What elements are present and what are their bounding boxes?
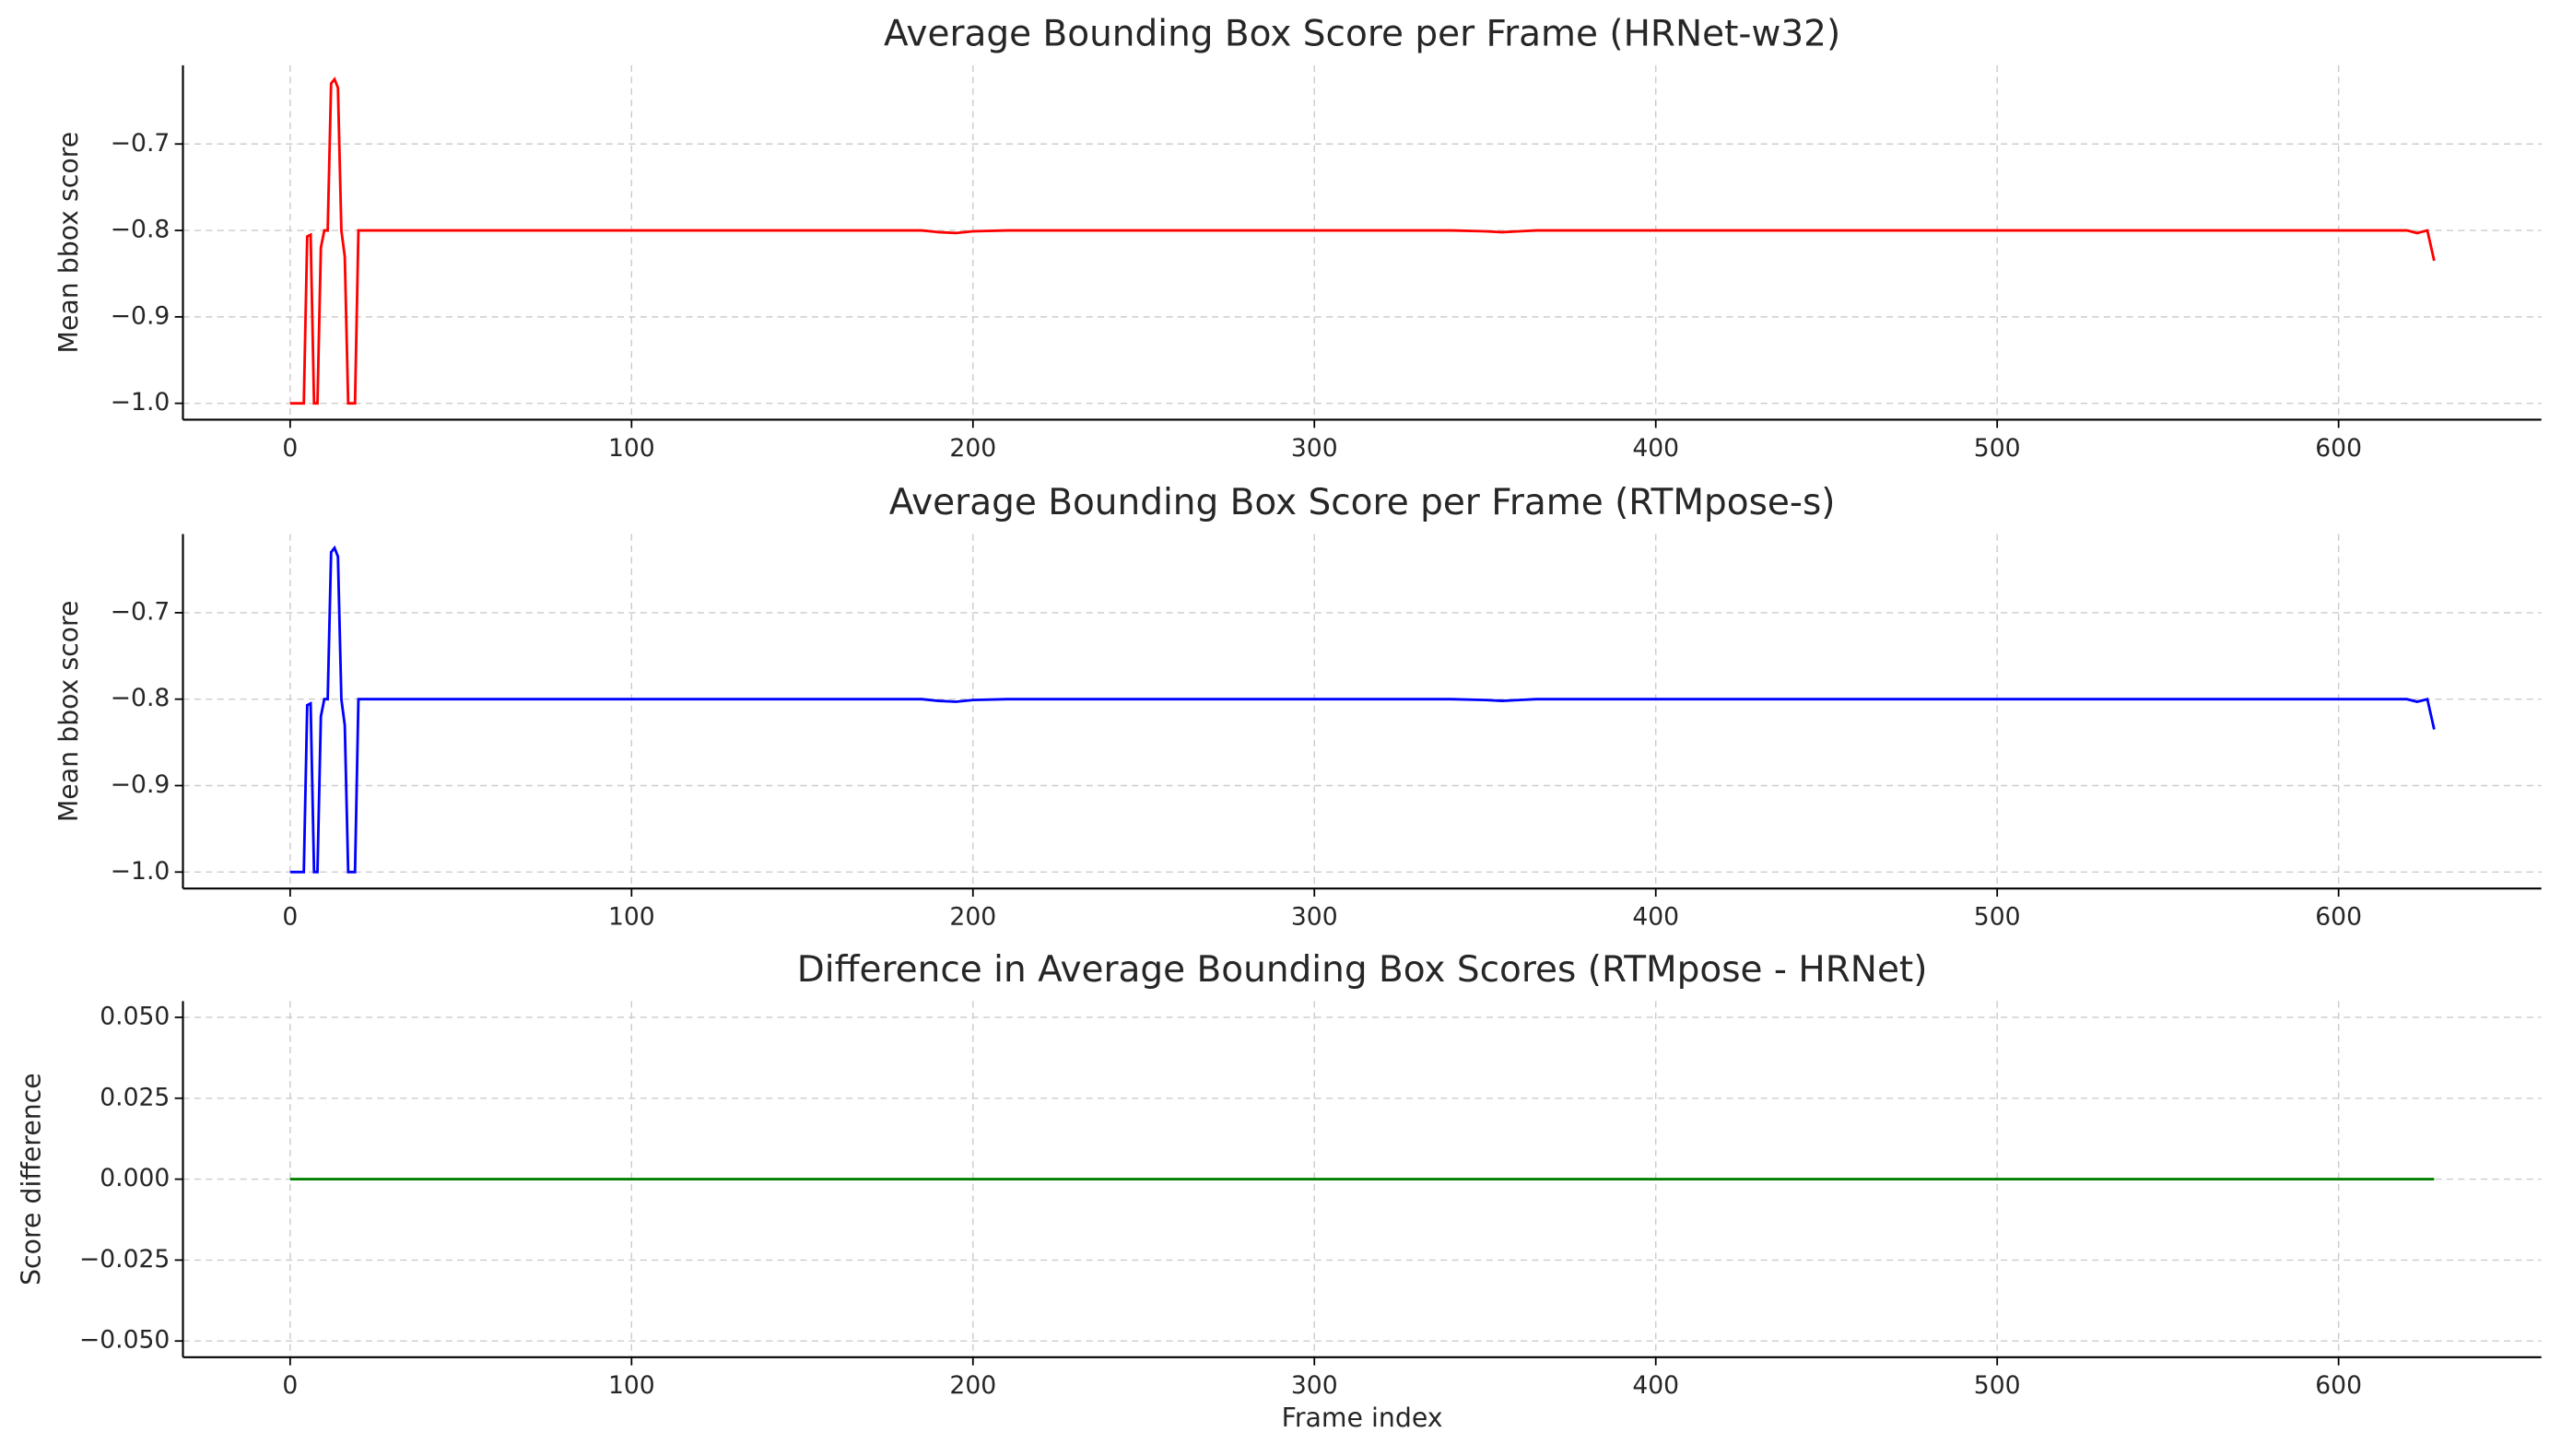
x-tick-label: 500 <box>1974 1371 2021 1400</box>
y-tick-label: −0.8 <box>111 216 170 244</box>
x-tick-label: 200 <box>949 1371 996 1400</box>
chart-title: Difference in Average Bounding Box Score… <box>797 949 1928 991</box>
x-tick-label: 100 <box>608 1371 655 1400</box>
x-tick-label: 300 <box>1291 434 1338 463</box>
x-tick-label: 600 <box>2315 1371 2362 1400</box>
x-tick-label: 500 <box>1974 434 2021 463</box>
x-tick-label: 600 <box>2315 903 2362 932</box>
x-tick-label: 600 <box>2315 434 2362 463</box>
y-tick-label: −1.0 <box>111 388 170 417</box>
x-axis-label: Frame index <box>1282 1403 1443 1433</box>
x-tick-label: 0 <box>282 1371 298 1400</box>
x-tick-label: 500 <box>1974 903 2021 932</box>
chart-title: Average Bounding Box Score per Frame (HR… <box>884 13 1840 54</box>
x-tick-label: 300 <box>1291 903 1338 932</box>
x-tick-label: 100 <box>608 434 655 463</box>
x-tick-label: 200 <box>949 903 996 932</box>
y-tick-label: −0.9 <box>111 770 170 799</box>
y-tick-label: −1.0 <box>111 857 170 886</box>
x-tick-label: 0 <box>282 434 298 463</box>
x-tick-label: 300 <box>1291 1371 1338 1400</box>
y-tick-label: −0.7 <box>111 129 170 158</box>
x-tick-label: 400 <box>1632 1371 1679 1400</box>
y-axis-label: Mean bbox score <box>53 601 84 823</box>
x-tick-label: 400 <box>1632 903 1679 932</box>
data-line <box>289 76 2436 405</box>
y-axis-label: Mean bbox score <box>53 132 84 354</box>
y-axis-label: Score difference <box>16 1073 46 1286</box>
y-tick-label: −0.050 <box>79 1326 170 1355</box>
y-tick-label: 0.025 <box>100 1083 170 1111</box>
data-line <box>289 545 2436 874</box>
x-tick-label: 200 <box>949 434 996 463</box>
y-tick-label: −0.7 <box>111 597 170 626</box>
y-tick-label: 0.050 <box>100 1002 170 1030</box>
y-tick-label: −0.8 <box>111 684 170 712</box>
y-tick-label: −0.025 <box>79 1245 170 1274</box>
y-tick-label: 0.000 <box>100 1164 170 1192</box>
x-tick-label: 100 <box>608 903 655 932</box>
x-tick-label: 0 <box>282 903 298 932</box>
chart-title: Average Bounding Box Score per Frame (RT… <box>889 482 1836 523</box>
y-tick-label: −0.9 <box>111 301 170 330</box>
x-tick-label: 400 <box>1632 434 1679 463</box>
